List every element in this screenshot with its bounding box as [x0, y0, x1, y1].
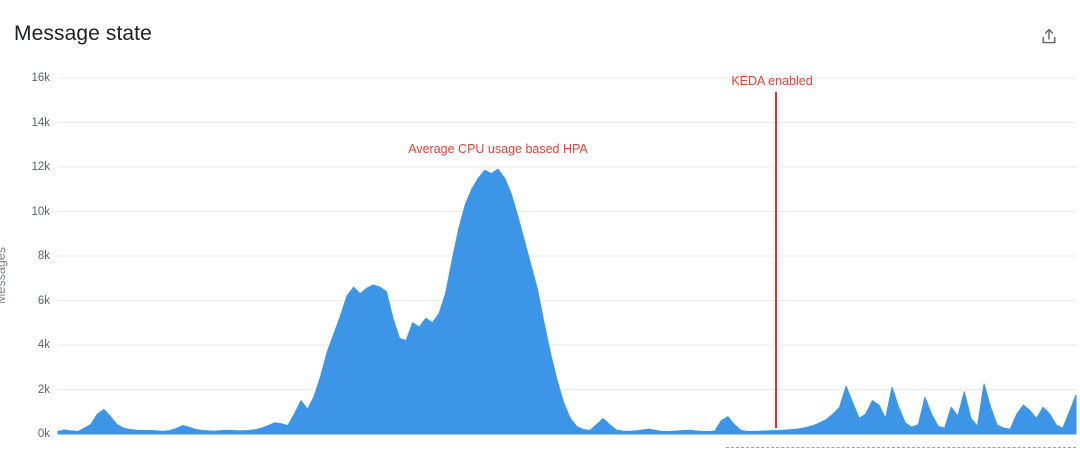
- keda-marker-line: [775, 92, 777, 428]
- y-axis-tick-label: 0k: [37, 428, 50, 440]
- y-axis-tick-label: 12k: [31, 161, 50, 173]
- y-axis-ticks: 0k 2k 4k 6k 8k 10k 12k 14k 16k: [0, 72, 50, 440]
- gridlines: [58, 77, 1076, 435]
- y-axis-tick-label: 2k: [37, 383, 50, 396]
- page-title: Message state: [14, 22, 152, 45]
- plot-region: [57, 77, 1077, 435]
- y-axis-tick-label: 10k: [31, 205, 50, 218]
- y-axis-tick-label: 14k: [31, 116, 50, 129]
- annotation-keda: KEDA enabled: [731, 74, 813, 88]
- panel-header: Message state: [0, 0, 1080, 66]
- y-axis-tick-label: 6k: [37, 294, 50, 307]
- y-axis-title: Messages: [0, 247, 8, 304]
- y-axis-tick-label: 8k: [37, 250, 50, 262]
- range-selector-handle[interactable]: [726, 447, 1076, 448]
- export-icon[interactable]: [1036, 24, 1062, 50]
- y-axis-tick-label: 4k: [37, 339, 50, 351]
- annotation-hpa: Average CPU usage based HPA: [408, 142, 588, 156]
- y-axis-tick-label: 16k: [31, 72, 50, 84]
- area-series: [57, 168, 1077, 435]
